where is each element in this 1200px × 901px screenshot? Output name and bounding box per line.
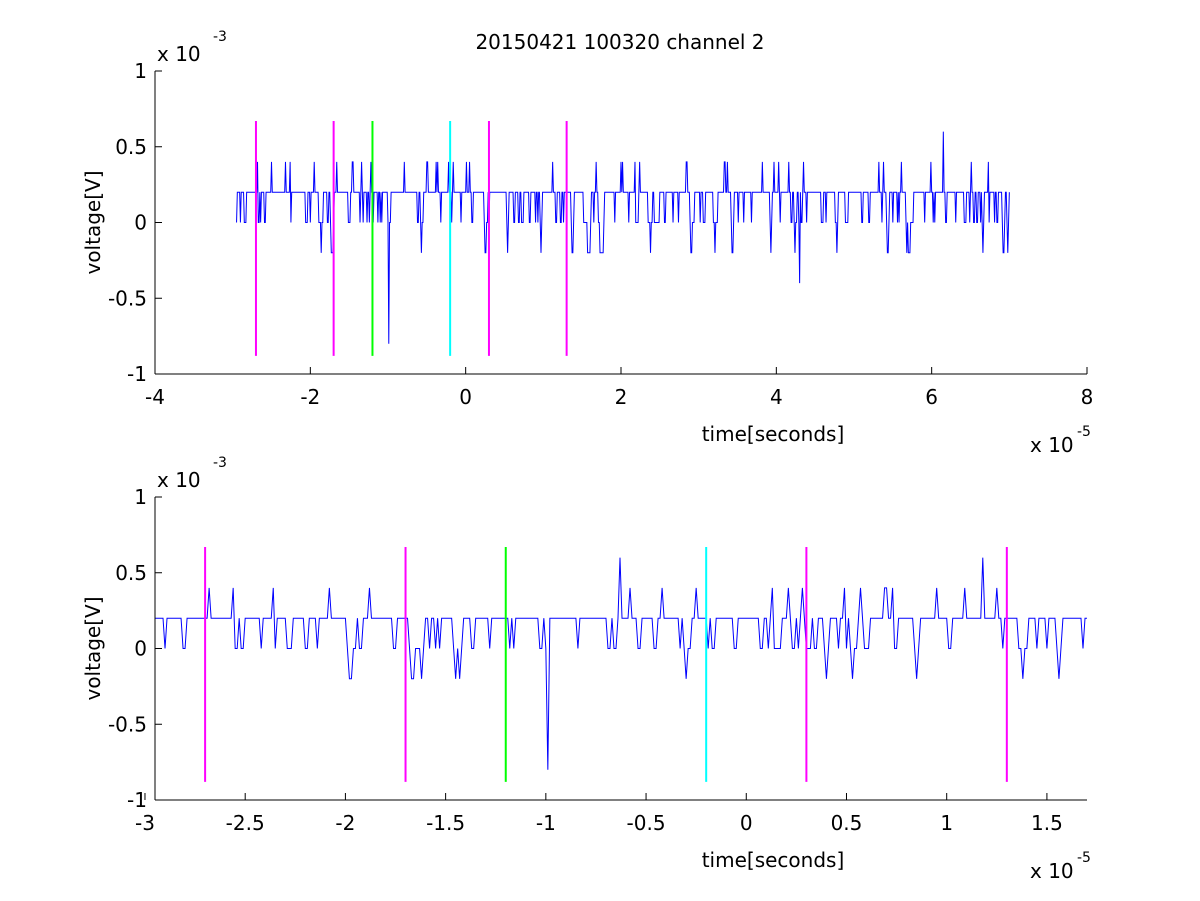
x-exponent-label: x 10 xyxy=(1030,859,1074,883)
voltage-trace xyxy=(155,557,1087,770)
y-axis-label: voltage[V] xyxy=(81,596,105,700)
y-exponent-label: x 10 xyxy=(157,468,201,492)
y-tick-label: -0.5 xyxy=(108,286,147,310)
x-axis-label: time[seconds] xyxy=(702,422,845,446)
y-tick-label: -1 xyxy=(127,362,147,386)
x-tick-label: -2 xyxy=(300,385,320,409)
x-tick-label: 8 xyxy=(1081,385,1094,409)
y-tick-label: -1 xyxy=(127,788,147,812)
y-exponent-power: -3 xyxy=(213,455,227,471)
x-exponent-label: x 10 xyxy=(1030,433,1074,457)
bottom-panel: -3 -2.5 -2 -1.5 -1 -0.5 0 0.5 1 1.5 -1 -0.5 0 0.5 1 tim… xyxy=(81,455,1091,883)
x-tick-label: 6 xyxy=(925,385,938,409)
x-exponent-power: -5 xyxy=(1077,424,1091,440)
x-tick-label: 2 xyxy=(615,385,628,409)
voltage-trace xyxy=(236,131,1010,344)
x-tick-label: -2.5 xyxy=(226,811,265,835)
x-tick-label: -1.5 xyxy=(426,811,465,835)
chart-title: 20150421 100320 channel 2 xyxy=(475,30,764,54)
x-tick-label: 1.5 xyxy=(1031,811,1063,835)
x-tick-label: -4 xyxy=(145,385,165,409)
x-exponent-power: -5 xyxy=(1077,850,1091,866)
x-tick-label: 0 xyxy=(459,385,472,409)
x-tick-label: -3 xyxy=(135,811,155,835)
y-tick-label: 0.5 xyxy=(115,135,147,159)
x-axis-label: time[seconds] xyxy=(702,848,845,872)
y-exponent-label: x 10 xyxy=(157,42,201,66)
y-tick-label: 0 xyxy=(134,637,147,661)
y-exponent-power: -3 xyxy=(213,29,227,45)
x-tick-label: -0.5 xyxy=(627,811,666,835)
x-tick-label: 0.5 xyxy=(831,811,863,835)
y-tick-label: 0 xyxy=(134,211,147,235)
y-axis-label: voltage[V] xyxy=(81,170,105,274)
x-tick-label: 1 xyxy=(940,811,953,835)
y-tick-label: -0.5 xyxy=(108,712,147,736)
y-tick-label: 1 xyxy=(134,485,147,509)
x-tick-label: -2 xyxy=(335,811,355,835)
x-tick-label: -1 xyxy=(536,811,556,835)
y-tick-label: 1 xyxy=(134,59,147,83)
y-tick-label: 0.5 xyxy=(115,561,147,585)
top-panel: -4 -2 0 2 4 6 8 -1 -0.5 0 0.5 1 time[seconds] voltage… xyxy=(81,29,1093,457)
x-tick-label: 0 xyxy=(740,811,753,835)
x-tick-label: 4 xyxy=(770,385,783,409)
